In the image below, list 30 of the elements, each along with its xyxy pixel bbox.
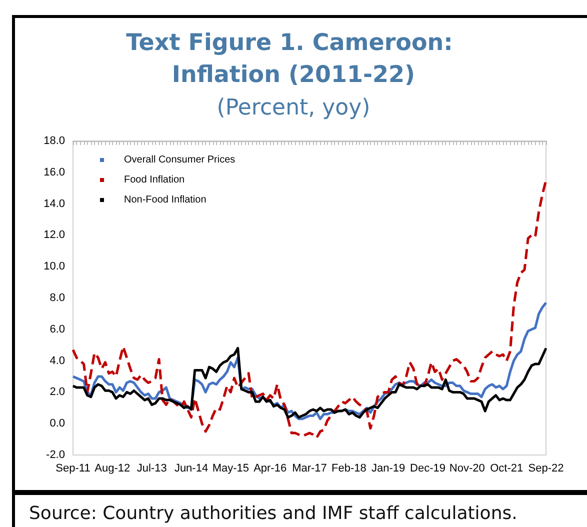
legend-label: Non-Food Inflation [124, 194, 206, 206]
x-tick-label: Aug-12 [94, 462, 130, 474]
y-tick-label: 4.0 [50, 354, 65, 367]
x-tick-label: Sep-22 [528, 462, 564, 474]
x-tick-label: May-15 [212, 462, 250, 474]
y-tick-label: 18.0 [44, 135, 65, 147]
x-tick-label: Oct-21 [490, 462, 524, 474]
source-note: Source: Country authorities and IMF staff calculations. [12, 493, 587, 527]
legend-label: Overall Consumer Prices [124, 154, 236, 166]
y-tick-label: 0.0 [50, 418, 65, 430]
y-tick-label: 14.0 [44, 198, 65, 210]
y-tick-label: 12.0 [44, 229, 65, 242]
chart-subtitle: (Percent, yoy) [216, 96, 370, 120]
x-tick-label: Nov-20 [449, 462, 485, 474]
x-tick-label: Jun-14 [174, 462, 208, 474]
x-tick-label: Jul-13 [136, 462, 167, 474]
y-tick-label: 6.0 [50, 323, 65, 336]
y-tick-label: 16.0 [44, 166, 65, 178]
x-tick-label: Apr-16 [254, 462, 287, 474]
x-tick-label: Dec-19 [410, 462, 446, 474]
x-tick-label: Feb-18 [331, 462, 366, 474]
legend-label: Food Inflation [124, 174, 185, 186]
y-tick-label: 2.0 [50, 386, 65, 398]
y-tick-label: 8.0 [50, 292, 65, 304]
y-tick-label: 10.0 [44, 260, 65, 273]
x-tick-label: Jan-19 [372, 462, 406, 474]
x-tick-label: Mar-17 [292, 462, 327, 474]
chart-title: Text Figure 1. Cameroon: Inflation (2011-22) [126, 30, 461, 88]
x-tick-label: Sep-11 [56, 462, 90, 474]
y-tick-label: -2.0 [46, 449, 65, 461]
